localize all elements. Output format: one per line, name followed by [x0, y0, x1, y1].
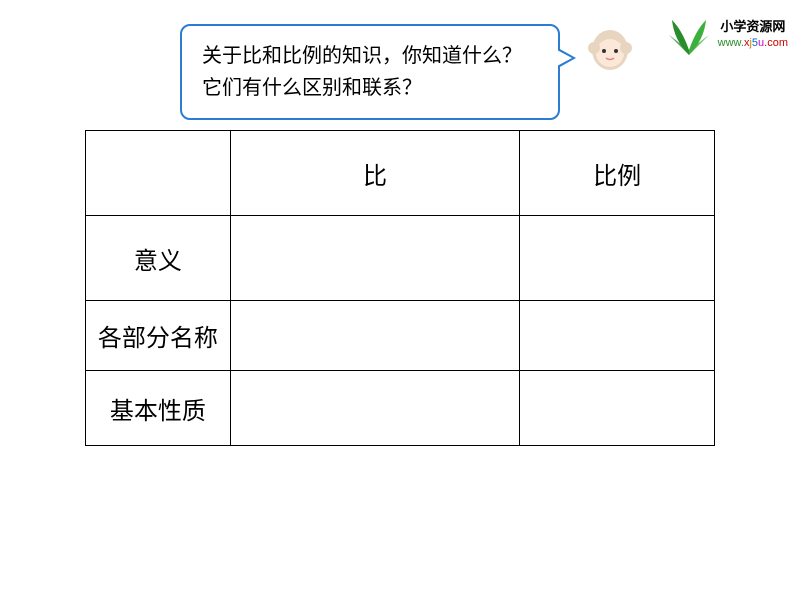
cell	[520, 371, 715, 446]
header-col2: 比例	[520, 131, 715, 216]
logo-title: 小学资源网	[720, 19, 785, 36]
cell	[520, 216, 715, 301]
header-empty	[86, 131, 231, 216]
table-header-row: 比 比例	[86, 131, 715, 216]
cell	[230, 301, 520, 371]
logo-area: 小学资源网 www.xj5u.com	[664, 10, 788, 60]
logo-leaf-icon	[664, 10, 714, 60]
cell	[230, 216, 520, 301]
row-label: 意义	[86, 216, 231, 301]
header-col1: 比	[230, 131, 520, 216]
speech-text: 关于比和比例的知识，你知道什么？它们有什么区别和联系？	[202, 45, 522, 99]
table-row: 基本性质	[86, 371, 715, 446]
logo-url: www.xj5u.com	[718, 36, 788, 50]
row-label: 基本性质	[86, 371, 231, 446]
row-label: 各部分名称	[86, 301, 231, 371]
table-row: 各部分名称	[86, 301, 715, 371]
speech-bubble: 关于比和比例的知识，你知道什么？它们有什么区别和联系？	[180, 24, 560, 120]
cell	[520, 301, 715, 371]
comparison-table: 比 比例 意义 各部分名称 基本性质	[85, 130, 715, 446]
cell	[230, 371, 520, 446]
character-illustration	[580, 18, 640, 78]
logo-text: 小学资源网 www.xj5u.com	[718, 19, 788, 50]
table-row: 意义	[86, 216, 715, 301]
